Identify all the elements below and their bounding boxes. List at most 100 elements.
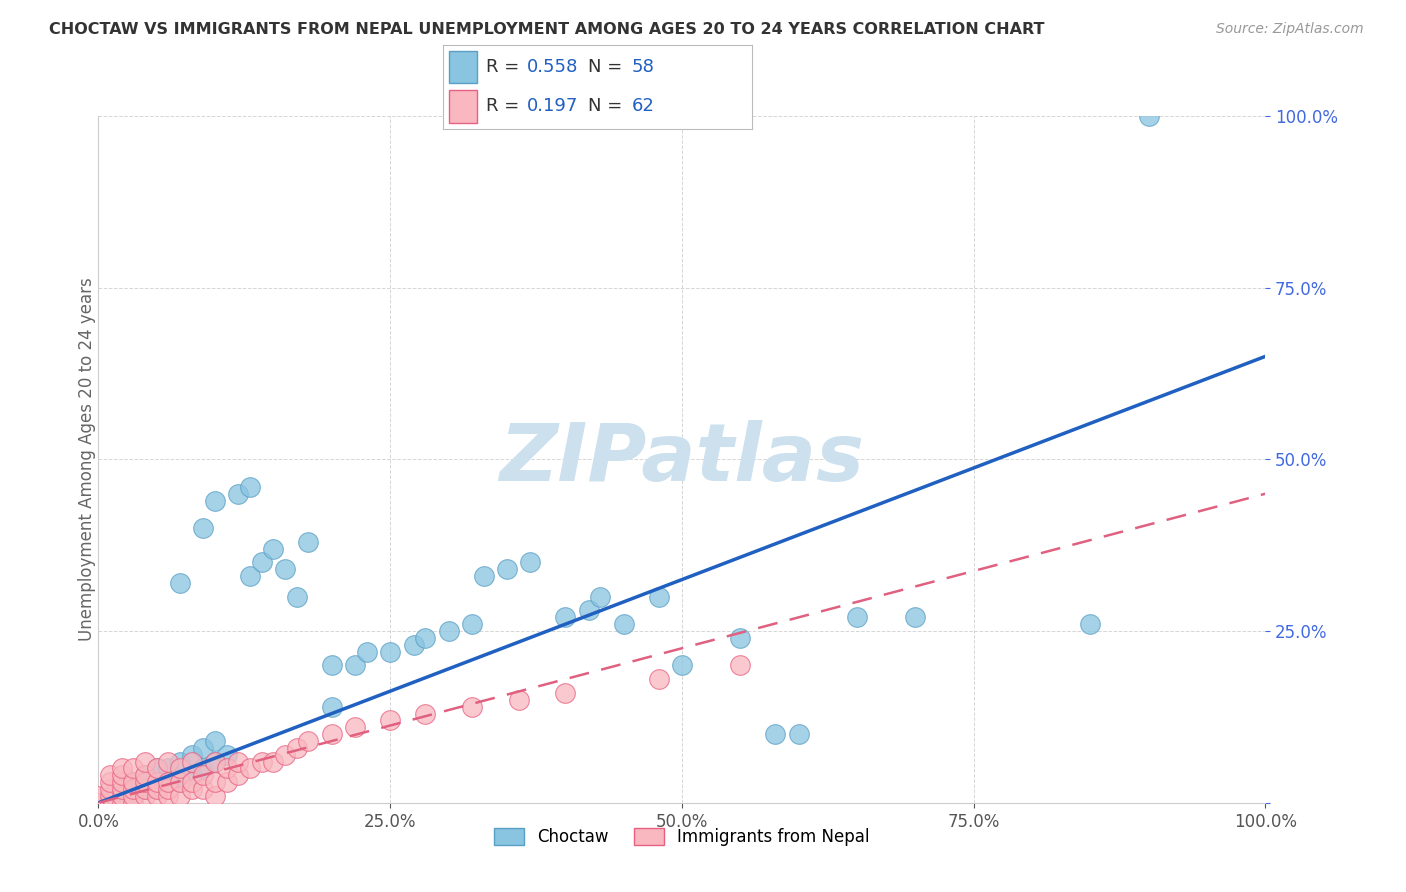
Text: N =: N = bbox=[588, 97, 628, 115]
Point bbox=[111, 789, 134, 803]
Point bbox=[215, 775, 238, 789]
Point bbox=[274, 562, 297, 576]
Text: N =: N = bbox=[588, 58, 628, 76]
Y-axis label: Unemployment Among Ages 20 to 24 years: Unemployment Among Ages 20 to 24 years bbox=[79, 277, 96, 641]
Point bbox=[647, 672, 669, 686]
Point bbox=[647, 590, 669, 604]
Point bbox=[204, 775, 226, 789]
Point bbox=[204, 493, 226, 508]
Point bbox=[157, 755, 180, 769]
Point bbox=[169, 762, 191, 776]
Point bbox=[846, 610, 869, 624]
Point bbox=[111, 782, 134, 797]
Point bbox=[437, 624, 460, 639]
Point bbox=[122, 775, 145, 789]
Point bbox=[508, 692, 530, 706]
Text: ZIPatlas: ZIPatlas bbox=[499, 420, 865, 499]
Point bbox=[215, 747, 238, 762]
Point bbox=[239, 762, 262, 776]
Point bbox=[134, 768, 156, 782]
Point bbox=[228, 755, 250, 769]
Point bbox=[204, 755, 226, 769]
Point bbox=[519, 555, 541, 570]
Text: R =: R = bbox=[486, 97, 526, 115]
Point bbox=[111, 775, 134, 789]
Point bbox=[193, 521, 215, 535]
Point bbox=[193, 740, 215, 755]
Point bbox=[193, 768, 215, 782]
Point bbox=[193, 782, 215, 797]
Point bbox=[763, 727, 786, 741]
Point bbox=[122, 782, 145, 797]
Point bbox=[134, 782, 156, 797]
Point bbox=[250, 555, 273, 570]
Point bbox=[98, 796, 121, 810]
Point bbox=[204, 789, 226, 803]
Point bbox=[98, 775, 121, 789]
Point bbox=[122, 775, 145, 789]
Point bbox=[730, 658, 752, 673]
Point bbox=[157, 775, 180, 789]
Point bbox=[111, 768, 134, 782]
Point bbox=[180, 782, 202, 797]
Point bbox=[297, 534, 319, 549]
Point bbox=[321, 699, 343, 714]
Point bbox=[461, 617, 484, 632]
Point bbox=[671, 658, 693, 673]
Point bbox=[146, 762, 169, 776]
Point bbox=[146, 789, 169, 803]
Point bbox=[122, 762, 145, 776]
Point bbox=[157, 789, 180, 803]
Point bbox=[554, 610, 576, 624]
Point bbox=[111, 796, 134, 810]
Point bbox=[169, 789, 191, 803]
Point bbox=[250, 755, 273, 769]
Point bbox=[134, 775, 156, 789]
Point bbox=[285, 740, 308, 755]
Point bbox=[169, 576, 191, 591]
Point bbox=[413, 706, 436, 721]
Point bbox=[1137, 109, 1160, 123]
Point bbox=[157, 762, 180, 776]
Point bbox=[321, 658, 343, 673]
Point bbox=[98, 789, 121, 803]
Point bbox=[413, 631, 436, 645]
Point bbox=[589, 590, 612, 604]
FancyBboxPatch shape bbox=[449, 51, 477, 83]
Point bbox=[262, 541, 284, 556]
Point bbox=[122, 789, 145, 803]
Point bbox=[228, 487, 250, 501]
FancyBboxPatch shape bbox=[449, 90, 477, 122]
Point bbox=[274, 747, 297, 762]
Text: 0.558: 0.558 bbox=[526, 58, 578, 76]
Point bbox=[285, 590, 308, 604]
Point bbox=[496, 562, 519, 576]
Point bbox=[193, 762, 215, 776]
Point bbox=[146, 762, 169, 776]
Text: Source: ZipAtlas.com: Source: ZipAtlas.com bbox=[1216, 22, 1364, 37]
Point bbox=[204, 755, 226, 769]
Point bbox=[380, 645, 402, 659]
Point bbox=[146, 782, 169, 797]
Point bbox=[98, 789, 121, 803]
Point bbox=[180, 755, 202, 769]
Legend: Choctaw, Immigrants from Nepal: Choctaw, Immigrants from Nepal bbox=[488, 822, 876, 853]
Point bbox=[157, 775, 180, 789]
Point bbox=[613, 617, 636, 632]
Point bbox=[380, 714, 402, 728]
Point bbox=[228, 768, 250, 782]
Point bbox=[87, 789, 110, 803]
Point bbox=[98, 782, 121, 797]
Point bbox=[134, 789, 156, 803]
Text: CHOCTAW VS IMMIGRANTS FROM NEPAL UNEMPLOYMENT AMONG AGES 20 TO 24 YEARS CORRELAT: CHOCTAW VS IMMIGRANTS FROM NEPAL UNEMPLO… bbox=[49, 22, 1045, 37]
Point bbox=[111, 782, 134, 797]
Point bbox=[472, 569, 495, 583]
Text: R =: R = bbox=[486, 58, 526, 76]
Point bbox=[146, 782, 169, 797]
Text: 62: 62 bbox=[631, 97, 654, 115]
Point bbox=[111, 789, 134, 803]
Point bbox=[122, 796, 145, 810]
Text: 58: 58 bbox=[631, 58, 654, 76]
Text: 0.197: 0.197 bbox=[526, 97, 578, 115]
Point bbox=[904, 610, 927, 624]
